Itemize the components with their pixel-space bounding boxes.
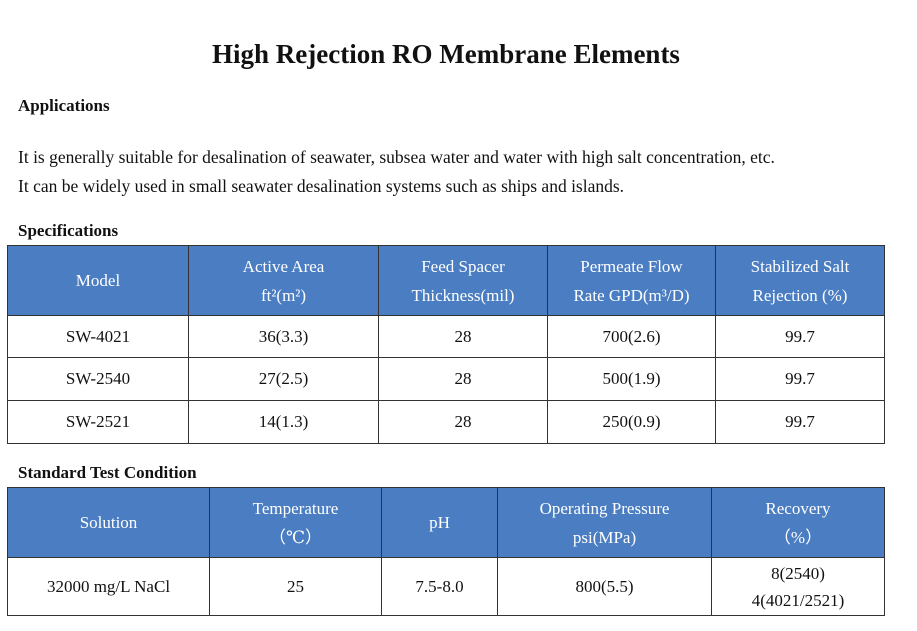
table-row: SW-2521 14(1.3) 28 250(0.9) 99.7 (7, 400, 885, 444)
header-salt-rejection: Stabilized Salt Rejection (%) (715, 245, 885, 316)
header-permeate-flow: Permeate Flow Rate GPD(m³/D) (547, 245, 716, 316)
page-title: High Rejection RO Membrane Elements (212, 39, 680, 69)
header-feed-spacer: Feed Spacer Thickness(mil) (378, 245, 548, 316)
table-row: 32000 mg/L NaCl 25 7.5-8.0 800(5.5) 8(25… (7, 557, 885, 616)
header-ph: pH (381, 487, 498, 558)
solution-cell: 32000 mg/L NaCl (7, 557, 210, 616)
test-condition-table: Solution Temperature （℃） pH Operating Pr… (7, 487, 885, 616)
specifications-header-row: Model Active Area ft²(m²) Feed Spacer Th… (7, 245, 885, 316)
feed-spacer-cell: 28 (378, 315, 548, 358)
pressure-cell: 800(5.5) (497, 557, 712, 616)
salt-rejection-cell: 99.7 (715, 315, 885, 358)
feed-spacer-cell: 28 (378, 400, 548, 444)
salt-rejection-cell: 99.7 (715, 357, 885, 401)
test-condition-heading: Standard Test Condition (18, 463, 197, 482)
active-area-cell: 27(2.5) (188, 357, 379, 401)
recovery-cell: 8(2540) 4(4021/2521) (711, 557, 885, 616)
model-cell: SW-2521 (7, 400, 189, 444)
specifications-table: Model Active Area ft²(m²) Feed Spacer Th… (7, 245, 885, 444)
model-cell: SW-4021 (7, 315, 189, 358)
permeate-flow-cell: 700(2.6) (547, 315, 716, 358)
active-area-cell: 36(3.3) (188, 315, 379, 358)
applications-heading: Applications (18, 96, 110, 115)
header-active-area: Active Area ft²(m²) (188, 245, 379, 316)
ph-cell: 7.5-8.0 (381, 557, 498, 616)
permeate-flow-cell: 250(0.9) (547, 400, 716, 444)
recovery-line-2: 4(4021/2521) (751, 590, 845, 610)
applications-line-1: It is generally suitable for desalinatio… (18, 147, 775, 167)
header-temperature: Temperature （℃） (209, 487, 382, 558)
recovery-line-1: 8(2540) (771, 563, 825, 583)
temperature-cell: 25 (209, 557, 382, 616)
applications-line-2: It can be widely used in small seawater … (18, 176, 625, 196)
table-row: SW-2540 27(2.5) 28 500(1.9) 99.7 (7, 357, 885, 401)
table-row: SW-4021 36(3.3) 28 700(2.6) 99.7 (7, 315, 885, 358)
model-cell: SW-2540 (7, 357, 189, 401)
feed-spacer-cell: 28 (378, 357, 548, 401)
header-recovery: Recovery （%） (711, 487, 885, 558)
header-solution: Solution (7, 487, 210, 558)
header-operating-pressure: Operating Pressure psi(MPa) (497, 487, 712, 558)
test-condition-header-row: Solution Temperature （℃） pH Operating Pr… (7, 487, 885, 558)
header-model: Model (7, 245, 189, 316)
permeate-flow-cell: 500(1.9) (547, 357, 716, 401)
specifications-heading: Specifications (18, 221, 119, 240)
salt-rejection-cell: 99.7 (715, 400, 885, 444)
active-area-cell: 14(1.3) (188, 400, 379, 444)
